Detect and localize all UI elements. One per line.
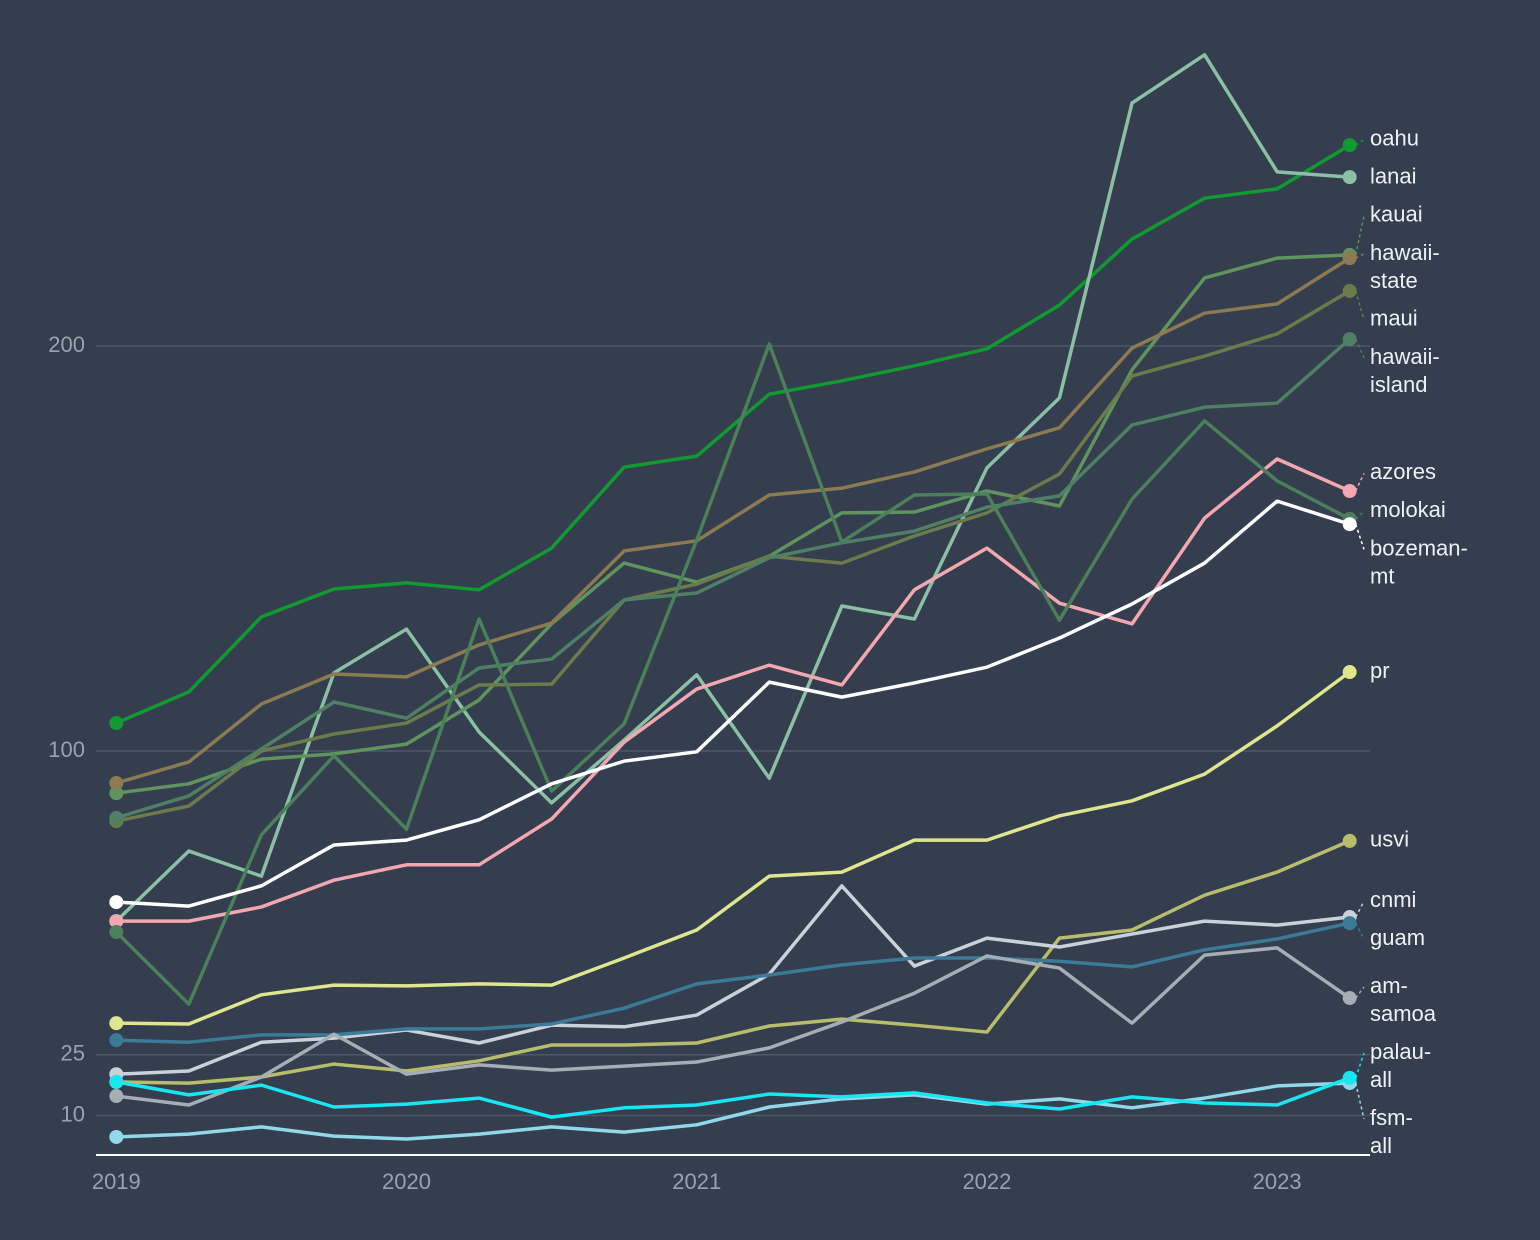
series-label: palau-all	[1370, 1039, 1431, 1092]
series-line	[116, 839, 1351, 1085]
x-tick-label: 2021	[672, 1169, 721, 1194]
leader-line	[1354, 1052, 1365, 1079]
series-line	[116, 1081, 1350, 1141]
end-dot	[1342, 251, 1357, 266]
series-label: am-samoa	[1370, 973, 1437, 1026]
end-dot	[1342, 483, 1357, 498]
leader-line	[1354, 215, 1365, 256]
y-tick-label: 200	[48, 332, 85, 357]
x-tick-label: 2019	[92, 1169, 141, 1194]
start-dot	[109, 775, 124, 790]
end-dot	[1342, 833, 1357, 848]
start-dot	[109, 716, 124, 731]
start-dot	[109, 1089, 124, 1104]
series-label: kauai	[1370, 202, 1423, 227]
series-label: pr	[1370, 658, 1390, 683]
end-dot	[1342, 332, 1357, 347]
start-dot	[109, 895, 124, 910]
series-label: molokai	[1370, 497, 1446, 522]
series-line	[116, 921, 1351, 1044]
series-line	[116, 499, 1351, 908]
series-line	[116, 457, 1351, 923]
leader-line	[1354, 290, 1365, 321]
series-label: hawaii-state	[1370, 240, 1440, 293]
end-dot	[1342, 665, 1357, 680]
series-label: cnmi	[1370, 887, 1416, 912]
series-line	[115, 143, 1351, 725]
leader-line	[1355, 900, 1365, 918]
y-tick-label: 10	[61, 1101, 85, 1126]
end-dot	[1342, 991, 1357, 1006]
x-tick-label: 2023	[1253, 1169, 1302, 1194]
end-dot	[1342, 283, 1357, 298]
start-dot	[109, 1074, 124, 1089]
start-dot	[109, 810, 124, 825]
series-label: hawaii-island	[1370, 344, 1440, 397]
series-line	[115, 289, 1351, 823]
start-dot	[109, 1129, 124, 1144]
series-label: oahu	[1370, 126, 1419, 151]
leader-line	[1354, 523, 1365, 550]
end-dot	[1342, 517, 1357, 532]
leader-line	[1355, 510, 1365, 520]
series-label: lanai	[1370, 164, 1416, 189]
start-dot	[109, 925, 124, 940]
series-label: maui	[1370, 306, 1418, 331]
x-tick-label: 2022	[962, 1169, 1011, 1194]
start-dot	[109, 1016, 124, 1031]
leader-line	[1355, 986, 1365, 999]
start-dot	[109, 786, 124, 801]
leader-line	[1355, 253, 1365, 259]
start-dot	[109, 1033, 124, 1048]
y-tick-label: 25	[61, 1041, 85, 1066]
series-line	[115, 53, 1350, 923]
x-tick-label: 2020	[382, 1169, 431, 1194]
leader-line	[1355, 139, 1365, 146]
series-label: fsm-all	[1370, 1105, 1413, 1158]
series-line	[116, 1076, 1351, 1119]
leader-line	[1355, 922, 1365, 940]
end-dot	[1342, 1070, 1357, 1085]
end-dot	[1342, 138, 1357, 153]
series-line	[115, 256, 1351, 785]
series-line	[116, 884, 1350, 1076]
end-dot	[1342, 170, 1357, 185]
series-line	[116, 670, 1351, 1026]
y-tick-label: 100	[48, 737, 85, 762]
series-label: guam	[1370, 925, 1425, 950]
end-dot	[1342, 916, 1357, 931]
series-line	[115, 337, 1351, 820]
series-line	[116, 946, 1351, 1107]
series-label: usvi	[1370, 827, 1409, 852]
series-label: azores	[1370, 459, 1436, 484]
leader-line	[1354, 1082, 1365, 1120]
series-line	[115, 342, 1351, 1006]
series-label: bozeman-mt	[1370, 535, 1468, 588]
start-dot	[109, 914, 124, 929]
